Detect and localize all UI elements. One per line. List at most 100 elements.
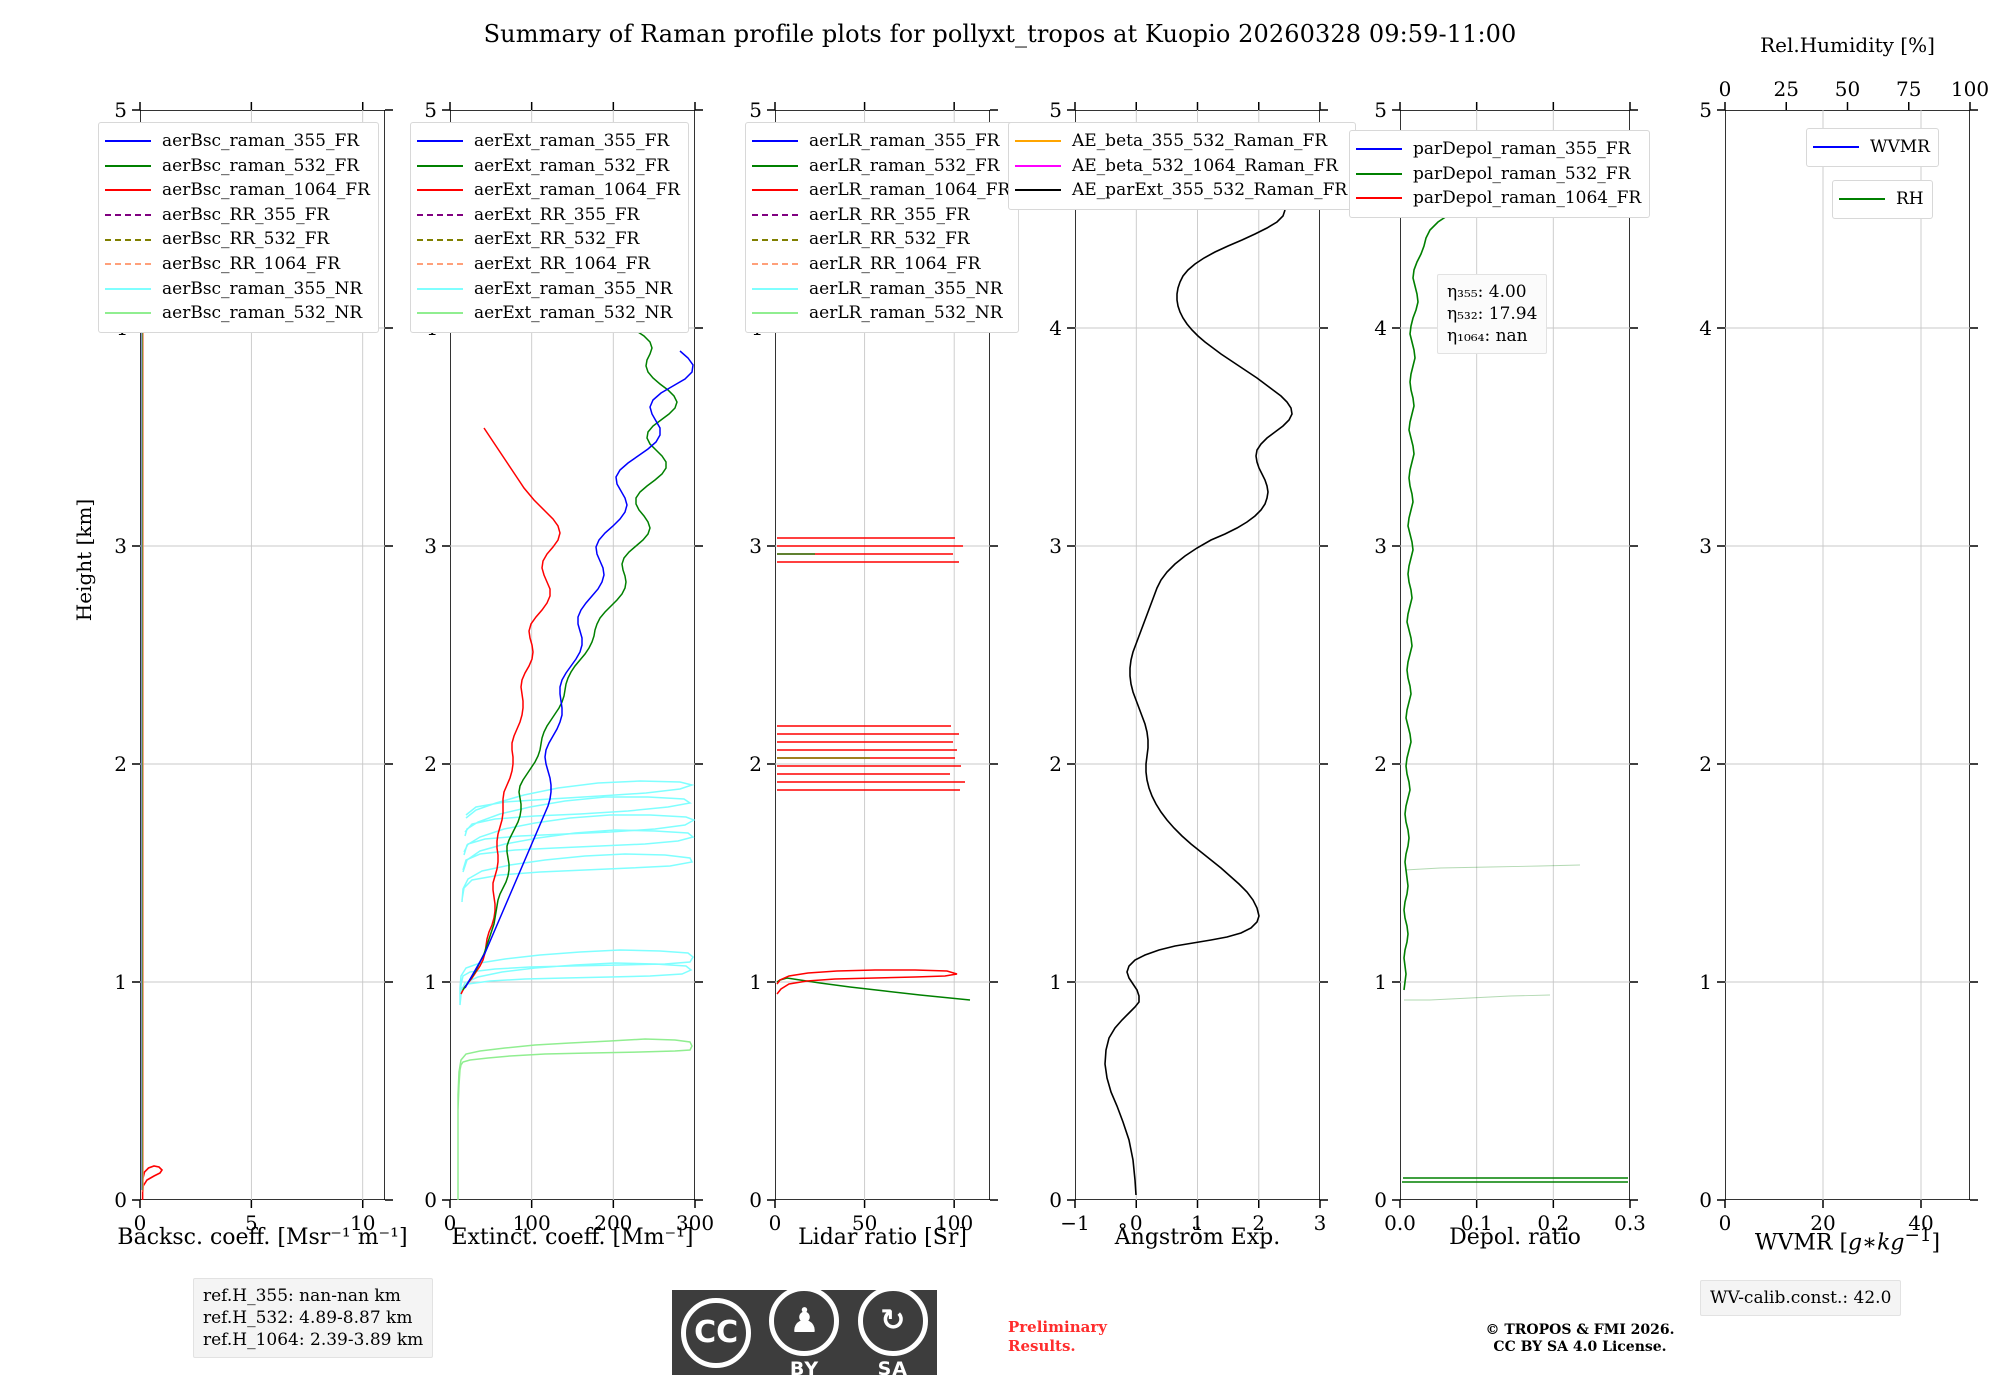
legend-swatch [1356, 148, 1402, 151]
legend-label: aerLR_raman_532_FR [809, 155, 1000, 176]
legend-label: RH [1896, 189, 1924, 209]
wvmr-x-label: WVMR [g∗kg−1] [1690, 1225, 2000, 1255]
legend-label: aerExt_RR_1064_FR [474, 253, 651, 274]
legend-item: aerLR_raman_355_FR [752, 129, 1010, 154]
legend-label: aerBsc_raman_532_FR [162, 155, 360, 176]
svg-text:2: 2 [114, 752, 127, 776]
legend-item: aerBsc_raman_1064_FR [105, 178, 370, 203]
extinction-x-label: Extinct. coeff. [Mm⁻¹] [451, 1225, 694, 1250]
legend-swatch [1839, 198, 1885, 201]
eta-annotation: η₃₅₅: 4.00 η₅₃₂: 17.94 η₁₀₆₄: nan [1437, 274, 1548, 354]
svg-text:4: 4 [1699, 316, 1712, 340]
legend-item: aerLR_raman_532_NR [752, 301, 1010, 326]
legend-item: aerBsc_raman_532_FR [105, 154, 370, 179]
legend-swatch [105, 287, 151, 290]
legend-depol-ratio[interactable]: parDepol_raman_355_FR parDepol_raman_532… [1349, 130, 1651, 218]
legend-swatch [417, 287, 463, 290]
by-label: BY [789, 1357, 820, 1380]
person-icon: ♟ [769, 1285, 840, 1356]
legend-item: WVMR [1813, 135, 1930, 160]
legend-item: aerLR_raman_532_FR [752, 154, 1010, 179]
lidar-ratio-x-label: Lidar ratio [Sr] [798, 1225, 967, 1250]
legend-swatch [752, 287, 798, 290]
legend-item: aerBsc_raman_355_NR [105, 277, 370, 302]
legend-swatch [1356, 172, 1402, 175]
legend-swatch [417, 312, 463, 315]
backscatter-x-label: Backsc. coeff. [Msr⁻¹ m⁻¹] [117, 1225, 408, 1250]
figure-title: Summary of Raman profile plots for polly… [483, 20, 1517, 48]
svg-text:1: 1 [114, 970, 127, 994]
svg-text:100: 100 [1951, 77, 1989, 101]
legend-swatch [752, 164, 798, 167]
legend-item: AE_beta_532_1064_Raman_FR [1015, 154, 1347, 179]
svg-text:2: 2 [1049, 752, 1062, 776]
legend-label: AE_beta_355_532_Raman_FR [1072, 131, 1328, 151]
legend-item: aerExt_raman_532_FR [417, 154, 680, 179]
legend-label: aerBsc_RR_355_FR [162, 204, 330, 225]
svg-text:2: 2 [1374, 752, 1387, 776]
cc-cell: CC [672, 1297, 760, 1368]
svg-text:2: 2 [424, 752, 437, 776]
legend-item: aerBsc_raman_532_NR [105, 301, 370, 326]
svg-text:1: 1 [1049, 970, 1062, 994]
legend-item: aerBsc_raman_355_FR [105, 129, 370, 154]
legend-extinction[interactable]: aerExt_raman_355_FR aerExt_raman_532_FR … [410, 122, 689, 333]
svg-text:0: 0 [1699, 1188, 1712, 1212]
legend-item: aerLR_RR_1064_FR [752, 252, 1010, 277]
svg-text:1: 1 [1374, 970, 1387, 994]
legend-swatch [417, 189, 463, 192]
legend-backscatter[interactable]: aerBsc_raman_355_FR aerBsc_raman_532_FR … [98, 122, 379, 333]
svg-text:0: 0 [749, 1188, 762, 1212]
wvmr-axes [1725, 110, 1970, 1200]
panel-angstrom [1075, 110, 1320, 1200]
legend-label: aerLR_raman_1064_FR [809, 180, 1011, 201]
legend-swatch [417, 238, 463, 241]
legend-label: aerBsc_raman_355_FR [162, 131, 360, 151]
legend-rh[interactable]: RH [1832, 180, 1933, 219]
legend-item: aerLR_RR_532_FR [752, 227, 1010, 252]
legend-wvmr[interactable]: WVMR [1806, 128, 1939, 167]
legend-item: aerExt_raman_532_NR [417, 301, 680, 326]
svg-text:3: 3 [1374, 534, 1387, 558]
legend-item: aerExt_RR_355_FR [417, 203, 680, 228]
legend-angstrom[interactable]: AE_beta_355_532_Raman_FR AE_beta_532_106… [1008, 122, 1357, 210]
svg-text:3: 3 [114, 534, 127, 558]
cc-license-badge[interactable]: CC ♟ BY ↻ SA [672, 1285, 937, 1380]
legend-item: aerExt_RR_1064_FR [417, 252, 680, 277]
svg-text:25: 25 [1774, 77, 1799, 101]
rh-top-axis-label: Rel.Humidity [%] [1760, 33, 1935, 57]
depol-ratio-x-label: Depol. ratio [1449, 1225, 1581, 1250]
legend-lidar-ratio[interactable]: aerLR_raman_355_FR aerLR_raman_532_FR ae… [745, 122, 1020, 333]
svg-text:0: 0 [1049, 1188, 1062, 1212]
svg-text:5: 5 [1049, 98, 1062, 122]
legend-label: aerBsc_raman_355_NR [162, 278, 363, 299]
svg-text:3: 3 [1049, 534, 1062, 558]
legend-label: aerExt_RR_355_FR [474, 204, 640, 225]
svg-text:5: 5 [749, 98, 762, 122]
svg-text:0: 0 [1374, 1188, 1387, 1212]
legend-item: AE_parExt_355_532_Raman_FR [1015, 178, 1347, 203]
legend-label: parDepol_raman_532_FR [1413, 163, 1631, 184]
legend-swatch [417, 164, 463, 167]
legend-item: aerExt_raman_1064_FR [417, 178, 680, 203]
legend-item: aerLR_raman_355_NR [752, 277, 1010, 302]
svg-text:0: 0 [114, 1188, 127, 1212]
wvmr-label-main: WVMR [ [1754, 1230, 1849, 1256]
sa-cell: ↻ SA [849, 1285, 937, 1380]
share-alike-icon: ↻ [857, 1285, 928, 1356]
legend-swatch [105, 312, 151, 315]
legend-swatch [417, 140, 463, 143]
wvmr-label-kg: kg [1877, 1230, 1905, 1256]
legend-label: aerBsc_raman_1064_FR [162, 180, 370, 201]
panel-wvmr [1725, 110, 1970, 1200]
svg-text:2: 2 [749, 752, 762, 776]
legend-label: aerLR_RR_1064_FR [809, 253, 981, 274]
legend-label: aerLR_raman_532_NR [809, 303, 1003, 324]
svg-text:5: 5 [1699, 98, 1712, 122]
legend-item: aerBsc_RR_355_FR [105, 203, 370, 228]
legend-label: AE_beta_532_1064_Raman_FR [1072, 155, 1338, 176]
legend-swatch [1813, 146, 1859, 149]
legend-label: aerBsc_raman_532_NR [162, 303, 363, 324]
svg-text:0: 0 [424, 1188, 437, 1212]
legend-label: aerLR_raman_355_FR [809, 131, 1000, 151]
